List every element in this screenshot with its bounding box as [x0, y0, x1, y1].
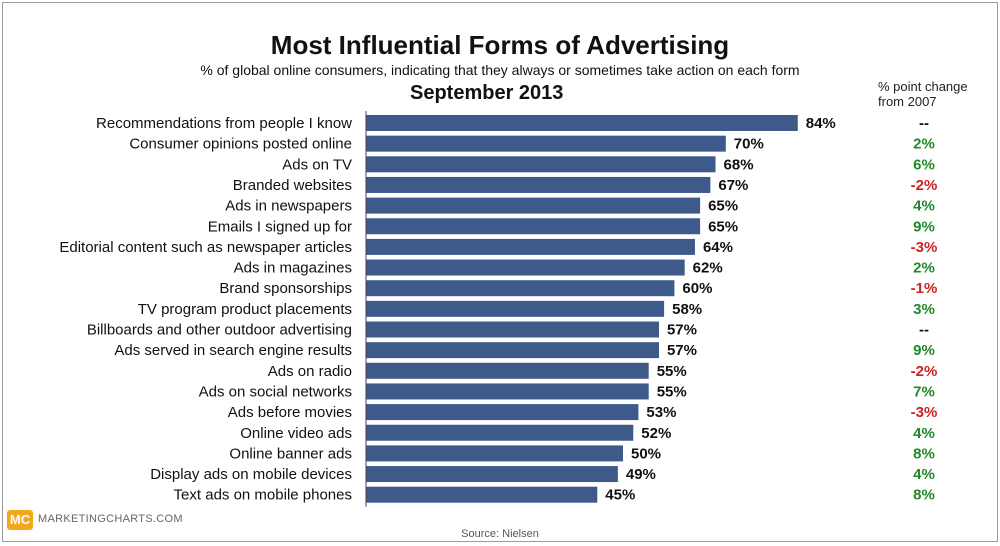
- source-text: Source: Nielsen: [461, 528, 539, 540]
- value-label: 45%: [605, 487, 635, 504]
- bar: [366, 238, 695, 255]
- category-label: Ads on radio: [268, 363, 352, 380]
- bar: [366, 300, 665, 317]
- value-label: 53%: [646, 404, 676, 421]
- brand-text: MARKETINGCHARTS.COM: [38, 513, 183, 525]
- change-label: 9%: [913, 218, 935, 235]
- category-label: Consumer opinions posted online: [129, 136, 352, 153]
- bar: [366, 176, 711, 193]
- change-label: -3%: [911, 239, 938, 256]
- change-label: 2%: [913, 260, 935, 277]
- category-labels-group: Recommendations from people I know Consum…: [59, 115, 352, 504]
- change-label: 6%: [913, 156, 935, 173]
- category-label: TV program product placements: [138, 301, 352, 318]
- category-label: Text ads on mobile phones: [174, 487, 352, 504]
- category-label: Online video ads: [240, 425, 352, 442]
- category-label: Ads on social networks: [199, 383, 352, 400]
- category-label: Editorial content such as newspaper arti…: [59, 239, 352, 256]
- category-label: Billboards and other outdoor advertising: [87, 322, 352, 339]
- value-label: 49%: [626, 466, 656, 483]
- category-label: Ads in magazines: [234, 260, 352, 277]
- category-label: Recommendations from people I know: [96, 115, 352, 132]
- bar: [366, 342, 659, 359]
- value-label: 52%: [641, 425, 671, 442]
- value-label: 57%: [667, 342, 697, 359]
- bar: [366, 404, 639, 421]
- chart-date-label: September 2013: [410, 82, 564, 104]
- bar: [366, 321, 659, 338]
- bar: [366, 115, 798, 131]
- category-label: Ads served in search engine results: [114, 342, 352, 359]
- bar: [366, 156, 716, 173]
- change-label: -3%: [911, 404, 938, 421]
- change-label: 4%: [913, 198, 935, 215]
- bar: [366, 445, 623, 462]
- value-label: 60%: [682, 280, 712, 297]
- value-label: 70%: [734, 136, 764, 153]
- change-label: 8%: [913, 487, 935, 504]
- bar: [366, 280, 675, 297]
- bar: [366, 424, 634, 441]
- marketingcharts-logo: MC: [7, 510, 33, 530]
- chart-subtitle: % of global online consumers, indicating…: [200, 62, 800, 78]
- value-label: 62%: [693, 260, 723, 277]
- change-label: 4%: [913, 425, 935, 442]
- value-label: 50%: [631, 445, 661, 462]
- category-label: Ads on TV: [282, 156, 352, 173]
- bar: [366, 135, 726, 152]
- bar: [366, 259, 685, 276]
- value-label: 55%: [657, 383, 687, 400]
- value-label: 65%: [708, 198, 738, 215]
- value-label: 84%: [806, 115, 836, 132]
- bar: [366, 383, 649, 400]
- value-label: 68%: [724, 156, 754, 173]
- value-label: 65%: [708, 218, 738, 235]
- bar: [366, 218, 701, 235]
- category-label: Emails I signed up for: [208, 218, 352, 235]
- category-label: Ads in newspapers: [225, 198, 352, 215]
- category-label: Display ads on mobile devices: [150, 466, 352, 483]
- bar: [366, 197, 701, 214]
- category-label: Ads before movies: [228, 404, 352, 421]
- change-label: -2%: [911, 177, 938, 194]
- change-column-header: % point change from 2007: [878, 79, 968, 109]
- change-label: 7%: [913, 383, 935, 400]
- value-label: 67%: [718, 177, 748, 194]
- value-label: 55%: [657, 363, 687, 380]
- bar: [366, 486, 598, 503]
- change-label: 4%: [913, 466, 935, 483]
- change-label: --: [919, 322, 929, 339]
- change-label: 3%: [913, 301, 935, 318]
- change-label: 9%: [913, 342, 935, 359]
- category-label: Brand sponsorships: [219, 280, 352, 297]
- change-label: --: [919, 115, 929, 132]
- change-label: -2%: [911, 363, 938, 380]
- chart-title: Most Influential Forms of Advertising: [270, 30, 730, 60]
- bar: [366, 362, 649, 379]
- bars-group: [366, 115, 798, 503]
- category-label: Online banner ads: [229, 445, 352, 462]
- bar: [366, 466, 618, 483]
- change-labels-group: -- 2% 6% -2% 4% 9% -3% 2% -1% 3% -- 9% -2% 7% -3% 4% 8% 4…: [911, 115, 938, 504]
- change-label: -1%: [911, 280, 938, 297]
- value-label: 57%: [667, 322, 697, 339]
- change-label: 2%: [913, 136, 935, 153]
- value-labels-group: 84% 70% 68% 67% 65% 65% 64% 62% 60% 58% 57% 57% 55% 5…: [605, 115, 835, 504]
- value-label: 58%: [672, 301, 702, 318]
- category-label: Branded websites: [233, 177, 352, 194]
- change-label: 8%: [913, 445, 935, 462]
- value-label: 64%: [703, 239, 733, 256]
